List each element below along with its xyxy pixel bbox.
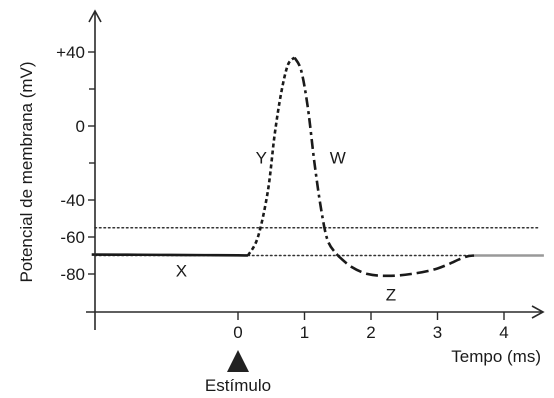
segment-labels: X Y W Z (176, 148, 396, 304)
segment-label-y: Y (256, 148, 267, 167)
stimulus-triangle-icon (227, 350, 249, 372)
y-tick-label-2: 0 (76, 117, 85, 136)
y-tick-label-4: -60 (60, 228, 85, 247)
x-tick-label-3: 2 (366, 323, 375, 342)
axes (86, 9, 545, 330)
y-tick-label-3: -40 (60, 191, 85, 210)
x-axis-arrow-icon (531, 305, 545, 319)
x-tick-label-4: 3 (433, 323, 442, 342)
x-tick-label-2: 1 (300, 323, 309, 342)
curve-segment-4 (336, 254, 475, 278)
y-axis-title: Potencial de membrana (mV) (17, 61, 36, 282)
segment-label-w: W (330, 148, 346, 167)
curve-segment-3 (293, 56, 339, 257)
segment-label-z: Z (386, 285, 396, 304)
x-tick-label-5: 4 (499, 323, 508, 342)
x-axis-title: Tempo (ms) (451, 347, 541, 366)
curve-segment-2 (246, 56, 296, 257)
curve-segment-1 (91, 253, 249, 257)
y-ticks: +40 0 -40 -60 -80 (56, 43, 95, 284)
segment-label-x: X (176, 261, 187, 280)
y-axis-arrow-icon (88, 9, 102, 23)
stimulus-label: Estímulo (205, 376, 271, 395)
y-tick-label-5: -80 (60, 265, 85, 284)
y-tick-label-1: +40 (56, 43, 85, 62)
threshold-reference-lines (94, 226, 539, 257)
x-tick-label-1: 0 (233, 323, 242, 342)
membrane-potential-curve (91, 56, 544, 278)
x-ticks: 0 1 2 3 4 (233, 312, 509, 342)
